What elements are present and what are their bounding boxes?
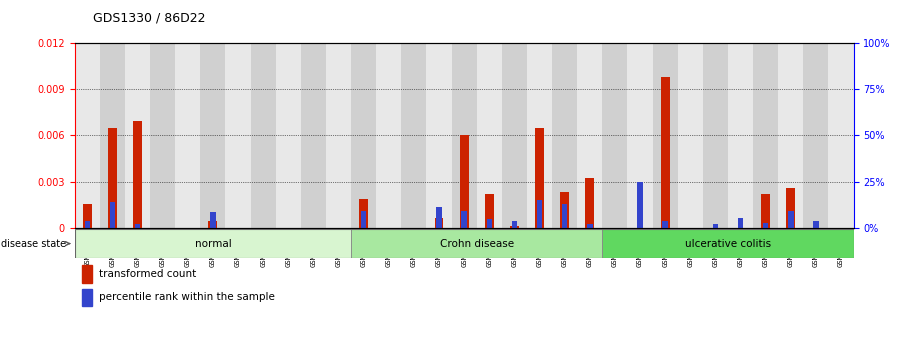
Bar	[135, 224, 140, 228]
Bar	[560, 192, 569, 228]
Bar	[402, 43, 426, 228]
Bar	[537, 200, 542, 228]
Text: disease state: disease state	[2, 239, 70, 248]
Bar	[200, 43, 225, 228]
Bar	[738, 218, 743, 228]
Bar	[436, 207, 442, 228]
Bar	[476, 43, 502, 228]
Bar	[602, 43, 628, 228]
Bar	[628, 43, 652, 228]
Bar	[778, 43, 804, 228]
Bar	[461, 211, 467, 228]
Bar	[75, 43, 100, 228]
Bar	[133, 121, 142, 228]
Bar	[351, 43, 376, 228]
Bar	[753, 43, 778, 228]
Bar	[578, 43, 602, 228]
Text: Crohn disease: Crohn disease	[440, 239, 514, 248]
Bar	[535, 128, 544, 228]
Bar	[326, 43, 351, 228]
Bar	[828, 43, 854, 228]
Bar	[510, 226, 518, 228]
Bar	[652, 43, 678, 228]
Bar	[762, 194, 770, 228]
Bar	[85, 221, 90, 228]
Bar	[83, 265, 92, 283]
Bar	[786, 188, 795, 228]
Bar	[728, 43, 753, 228]
Bar	[703, 43, 728, 228]
Bar	[175, 43, 200, 228]
Bar	[359, 199, 368, 228]
Bar	[251, 43, 276, 228]
Bar	[109, 202, 115, 228]
Bar	[712, 224, 718, 228]
Bar	[75, 229, 351, 258]
Bar	[788, 211, 793, 228]
Bar	[586, 178, 594, 228]
Bar	[814, 221, 819, 228]
Bar	[376, 43, 402, 228]
Bar	[527, 43, 552, 228]
Bar	[150, 43, 175, 228]
Text: normal: normal	[195, 239, 231, 248]
Bar	[587, 224, 592, 228]
Bar	[210, 212, 216, 228]
Bar	[435, 218, 444, 228]
Bar	[763, 223, 769, 228]
Text: GDS1330 / 86D22: GDS1330 / 86D22	[93, 11, 205, 24]
Bar	[662, 221, 668, 228]
Bar	[485, 194, 494, 228]
Bar	[552, 43, 578, 228]
Bar	[83, 204, 92, 228]
Bar	[100, 43, 125, 228]
Bar	[562, 204, 568, 228]
Bar	[108, 128, 117, 228]
Text: percentile rank within the sample: percentile rank within the sample	[98, 293, 274, 303]
Bar	[209, 221, 218, 228]
Bar	[512, 221, 517, 228]
Text: transformed count: transformed count	[98, 269, 196, 279]
Bar	[125, 43, 150, 228]
Bar	[225, 43, 251, 228]
Bar	[678, 43, 703, 228]
Bar	[301, 43, 326, 228]
Bar	[804, 43, 828, 228]
Bar	[460, 135, 468, 228]
Bar	[426, 43, 452, 228]
Bar	[351, 229, 602, 258]
Bar	[638, 181, 643, 228]
Bar	[361, 211, 366, 228]
Bar	[602, 229, 854, 258]
Bar	[83, 289, 92, 306]
Text: ulcerative colitis: ulcerative colitis	[685, 239, 771, 248]
Bar	[276, 43, 301, 228]
Bar	[486, 219, 492, 228]
Bar	[660, 77, 670, 228]
Bar	[502, 43, 527, 228]
Bar	[452, 43, 476, 228]
